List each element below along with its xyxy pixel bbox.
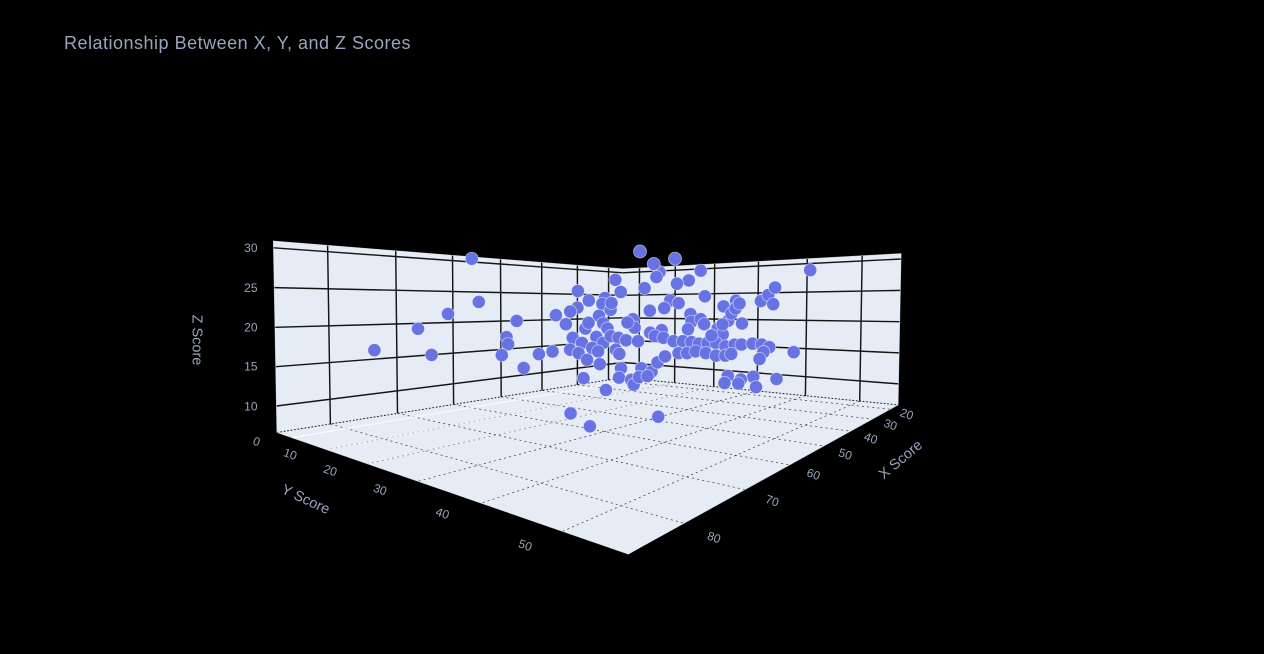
svg-text:30: 30	[244, 241, 258, 255]
svg-text:10: 10	[244, 399, 258, 413]
svg-text:20: 20	[244, 320, 258, 334]
svg-text:15: 15	[244, 360, 258, 374]
svg-text:25: 25	[244, 281, 258, 295]
svg-text:Relationship Between X, Y, and: Relationship Between X, Y, and Z Scores	[64, 33, 411, 53]
svg-text:Z Score: Z Score	[189, 315, 205, 366]
